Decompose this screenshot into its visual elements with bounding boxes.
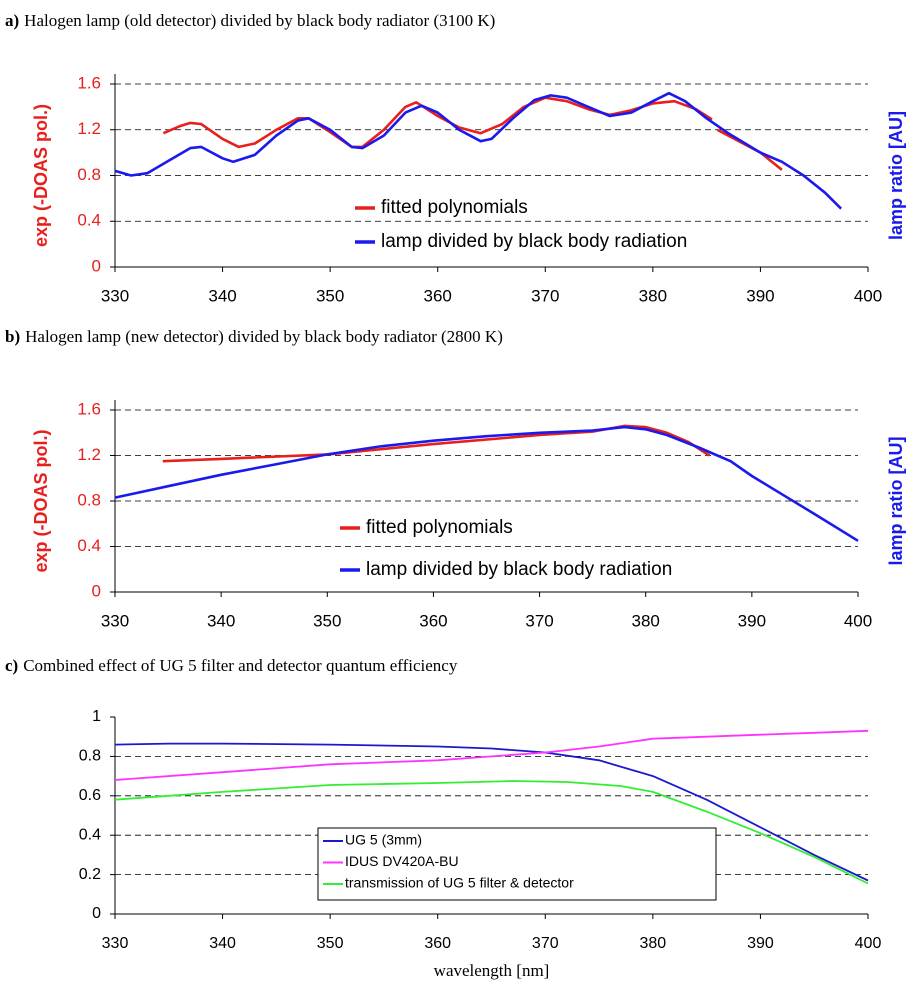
panel-label: b)	[5, 327, 20, 346]
panel-title: Halogen lamp (old detector) divided by b…	[24, 11, 495, 30]
x-tick-label: 340	[207, 611, 235, 630]
y-axis-label: exp (-DOAS pol.)	[31, 429, 51, 572]
legend-box	[317, 827, 717, 901]
panel-title: Halogen lamp (new detector) divided by b…	[25, 327, 503, 346]
series-line	[114, 425, 859, 542]
y-tick-label: 0	[92, 256, 101, 275]
x-tick-label: 370	[525, 611, 553, 630]
series-line	[114, 729, 869, 781]
legend-label: IDUS DV420A-BU	[345, 853, 459, 869]
x-tick-label: 340	[208, 286, 236, 305]
y-tick-label: 0.4	[79, 826, 101, 843]
x-tick-label: 370	[532, 935, 559, 952]
panel-caption: c) Combined effect of UG 5 filter and det…	[5, 656, 458, 675]
panel-title: Combined effect of UG 5 filter and detec…	[23, 656, 458, 675]
x-tick-label: 380	[632, 611, 660, 630]
legend-label: lamp divided by black body radiation	[366, 559, 672, 580]
y-tick-label: 0.8	[77, 490, 101, 509]
legend-label: lamp divided by black body radiation	[381, 231, 687, 252]
x-tick-label: 400	[855, 935, 882, 952]
x-tick-label: 340	[209, 935, 236, 952]
x-axis-label: wavelength [nm]	[434, 961, 550, 980]
y-axis-label: exp (-DOAS pol.)	[31, 104, 51, 247]
x-tick-label: 330	[102, 935, 129, 952]
x-tick-label: 360	[424, 286, 452, 305]
y-tick-label: 1.6	[77, 399, 101, 418]
y-tick-label: 0	[92, 581, 101, 600]
y2-axis-label: lamp ratio [AU]	[886, 111, 906, 240]
x-tick-label: 350	[316, 286, 344, 305]
x-tick-label: 390	[747, 935, 774, 952]
panel-caption: a) Halogen lamp (old detector) divided by…	[5, 11, 495, 30]
panel-caption: b) Halogen lamp (new detector) divided by…	[5, 327, 503, 346]
y2-axis-label: lamp ratio [AU]	[886, 436, 906, 565]
x-tick-label: 400	[854, 286, 882, 305]
y-tick-label: 0.8	[79, 748, 101, 765]
y-tick-label: 0.2	[79, 866, 101, 883]
x-tick-label: 360	[419, 611, 447, 630]
x-tick-label: 330	[101, 286, 129, 305]
y-tick-label: 0	[92, 905, 101, 922]
x-tick-label: 390	[738, 611, 766, 630]
series-line	[162, 96, 783, 171]
y-tick-label: 1.6	[77, 73, 101, 92]
y-tick-label: 1.2	[77, 119, 101, 138]
y-tick-label: 1.2	[77, 445, 101, 464]
y-tick-label: 0.6	[79, 787, 101, 804]
series-line	[114, 91, 843, 210]
legend-label: fitted polynomials	[381, 197, 528, 218]
series-line	[162, 424, 711, 463]
legend-label: fitted polynomials	[366, 517, 513, 538]
y-tick-label: 1	[92, 708, 101, 725]
x-tick-label: 350	[313, 611, 341, 630]
y-tick-label: 0.4	[77, 536, 101, 555]
panel-label: a)	[5, 11, 19, 30]
series-line	[114, 780, 869, 885]
legend-label: transmission of UG 5 filter & detector	[345, 875, 574, 891]
x-tick-label: 350	[317, 935, 344, 952]
x-tick-label: 380	[640, 935, 667, 952]
x-tick-label: 400	[844, 611, 872, 630]
x-tick-label: 330	[101, 611, 129, 630]
x-tick-label: 360	[424, 935, 451, 952]
x-tick-label: 370	[531, 286, 559, 305]
y-tick-label: 0.4	[77, 211, 101, 230]
y-tick-label: 0.8	[77, 165, 101, 184]
x-tick-label: 390	[746, 286, 774, 305]
legend-label: UG 5 (3mm)	[345, 832, 422, 848]
x-tick-label: 380	[639, 286, 667, 305]
panel-label: c)	[5, 656, 18, 675]
